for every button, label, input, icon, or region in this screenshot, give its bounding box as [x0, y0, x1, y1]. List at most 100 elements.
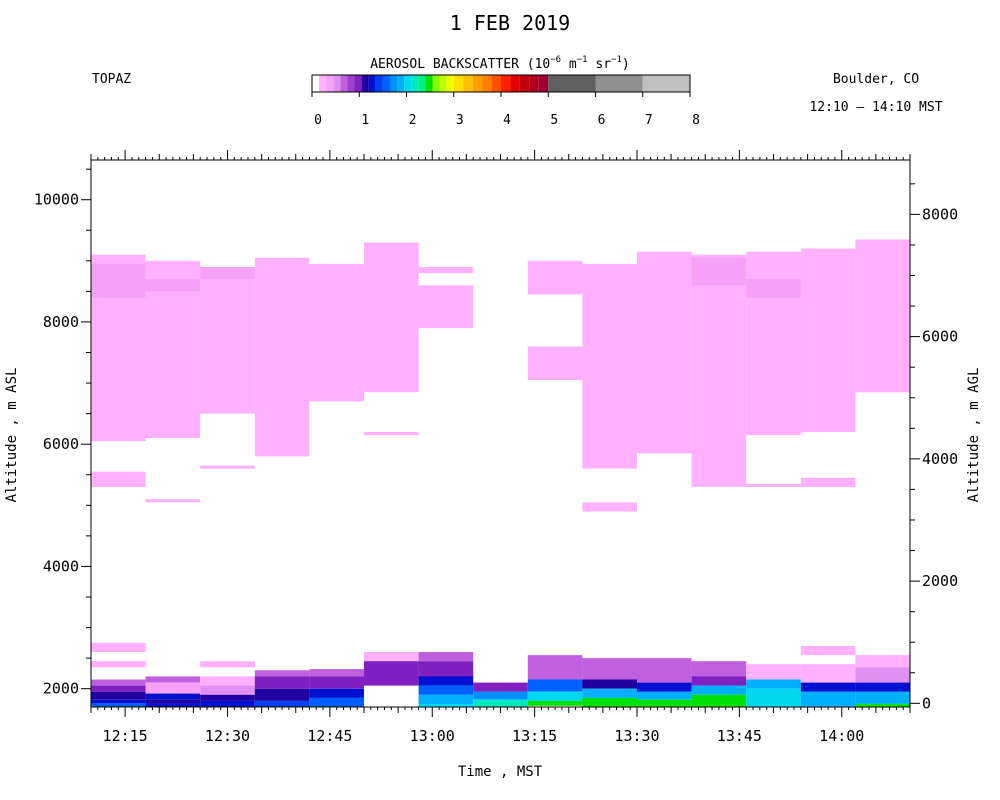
backscatter-cell: [418, 694, 474, 704]
backscatter-cell: [527, 679, 583, 692]
backscatter-cell: [527, 655, 583, 680]
backscatter-cell: [637, 682, 692, 692]
backscatter-cell: [746, 679, 801, 689]
backscatter-cell: [855, 667, 910, 683]
colorbar-segment-15: [418, 75, 426, 92]
backscatter-cell: [855, 703, 910, 707]
y-right-tick-label: 6000: [922, 328, 958, 346]
colorbar-segment-23: [482, 75, 492, 92]
backscatter-cell: [418, 676, 474, 686]
colorbar-ticks: 0 1 2 3 4 5 6 7 8: [311, 92, 700, 128]
backscatter-cell: [145, 703, 201, 707]
backscatter-cell: [200, 267, 255, 280]
backscatter-cell: [145, 699, 201, 704]
colorbar-segment-1: [319, 75, 327, 92]
backscatter-cell: [418, 703, 474, 707]
colorbar-title-close: ): [622, 57, 630, 72]
colorbar-segment-24: [491, 75, 501, 92]
backscatter-cell: [691, 676, 747, 686]
backscatter-cell: [200, 267, 255, 414]
profile-5: [364, 242, 419, 686]
colorbar-segment-4: [340, 75, 348, 92]
colorbar-segment-27: [519, 75, 530, 92]
backscatter-cell: [527, 346, 583, 380]
profile-4: [309, 263, 364, 707]
backscatter-cell: [91, 685, 146, 692]
backscatter-cell: [691, 661, 747, 677]
x-tick-label: 13:00: [410, 727, 455, 745]
backscatter-cell: [637, 699, 692, 707]
profile-9: [582, 263, 637, 707]
colorbar-tick-label: 5: [550, 113, 558, 128]
colorbar-tick-label: 0: [314, 113, 322, 128]
y-left-tick-label: 8000: [43, 313, 79, 331]
backscatter-cell: [145, 682, 201, 694]
profile-3: [254, 257, 310, 707]
backscatter-cell: [800, 645, 856, 656]
colorbar-tick-label: 2: [409, 113, 417, 128]
backscatter-cell: [254, 688, 310, 701]
colorbar-segment-19: [446, 75, 454, 92]
backscatter-cell: [200, 685, 255, 695]
y-left-tick-label: 2000: [43, 680, 79, 698]
y-left-tick-label: 10000: [34, 191, 79, 209]
backscatter-cell: [746, 664, 801, 680]
backscatter-cell: [254, 676, 310, 689]
profile-0: [91, 254, 146, 707]
colorbar-segment-29: [538, 75, 549, 92]
profile-7: [473, 682, 528, 707]
backscatter-cell: [91, 699, 146, 704]
backscatter-cell: [800, 691, 856, 707]
backscatter-cell: [582, 688, 637, 698]
colorbar-segment-5: [347, 75, 355, 92]
backscatter-cell: [91, 642, 146, 652]
backscatter-cell: [691, 257, 747, 286]
backscatter-cell: [800, 682, 856, 692]
profile-12: [746, 251, 801, 707]
backscatter-cell: [855, 655, 910, 668]
colorbar-segment-18: [439, 75, 447, 92]
backscatter-cell: [473, 682, 528, 692]
profile-6: [418, 267, 474, 707]
colorbar-segment-13: [404, 75, 412, 92]
backscatter-cell: [418, 267, 474, 274]
backscatter-cell: [91, 703, 146, 707]
colorbar-segment-21: [463, 75, 473, 92]
backscatter-cell: [200, 694, 255, 701]
backscatter-cell: [582, 502, 637, 512]
backscatter-cell: [527, 260, 583, 295]
backscatter-profiles: [91, 239, 910, 707]
y-left-tick-label: 4000: [43, 557, 79, 575]
profile-14: [855, 239, 910, 707]
colorbar-segment-22: [472, 75, 483, 92]
backscatter-cell: [200, 676, 255, 686]
backscatter-cell: [691, 685, 747, 695]
colorbar-segment-26: [510, 75, 520, 92]
colorbar-title-exp2: −1: [577, 55, 588, 65]
colorbar-title: AEROSOL BACKSCATTER (10−6 m−1 sr−1): [370, 55, 630, 72]
colorbar-segment-6: [354, 75, 362, 92]
backscatter-cell: [254, 670, 310, 677]
profile-10: [637, 251, 692, 707]
backscatter-cell: [582, 263, 637, 469]
backscatter-cell: [527, 700, 583, 706]
backscatter-cell: [691, 254, 747, 487]
backscatter-cell: [364, 242, 419, 393]
y-axis-left-label: Altitude , m ASL: [4, 368, 20, 503]
backscatter-cell: [309, 688, 364, 698]
backscatter-cell: [637, 251, 692, 454]
colorbar-segment-16: [425, 75, 433, 92]
backscatter-cell: [800, 477, 856, 487]
backscatter-cell: [200, 700, 255, 707]
colorbar-tick-label: 4: [503, 113, 511, 128]
backscatter-cell: [91, 263, 146, 298]
location-label: Boulder, CO: [833, 72, 919, 87]
chart-title: 1 FEB 2019: [450, 11, 570, 35]
colorbar-segment-12: [397, 75, 405, 92]
backscatter-cell: [145, 499, 201, 503]
backscatter-cell: [364, 661, 419, 686]
profile-13: [800, 248, 856, 707]
x-tick-label: 12:45: [307, 727, 352, 745]
colorbar-segment-28: [529, 75, 539, 92]
colorbar-segment-2: [326, 75, 334, 92]
